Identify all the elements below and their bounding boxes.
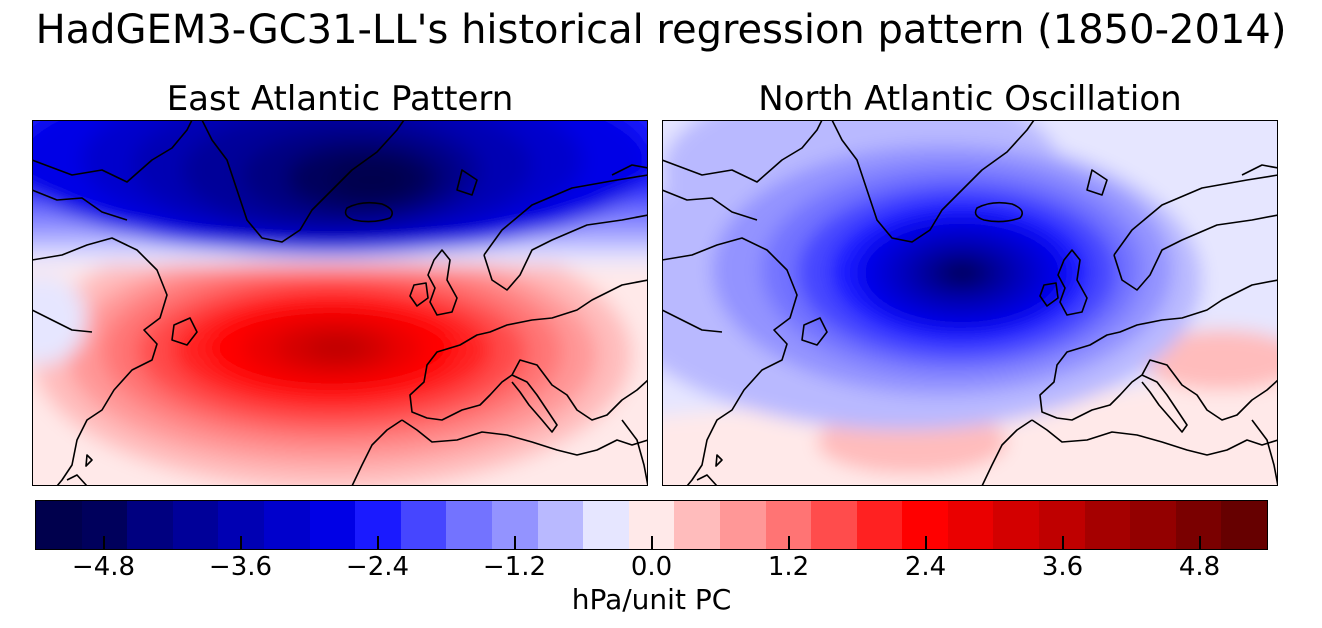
- colorbar-tick-label: −1.2: [482, 552, 547, 582]
- colorbar-swatch: [811, 501, 857, 549]
- colorbar-tick-label: 3.6: [1041, 552, 1084, 582]
- colorbar-tick: [513, 536, 516, 549]
- colorbar-swatch: [1221, 501, 1268, 549]
- colorbar-tick-label: −3.6: [208, 552, 273, 582]
- colorbar-swatch: [446, 501, 492, 549]
- colorbar-swatch: [309, 501, 356, 549]
- colorbar-tick: [650, 536, 653, 549]
- colorbar-tick-label: −2.4: [345, 552, 410, 582]
- colorbar-tick-label: 2.4: [904, 552, 947, 582]
- colorbar-swatch: [537, 501, 584, 549]
- colorbar-swatch: [993, 501, 1040, 549]
- north-atlantic-oscillation-map: [662, 120, 1278, 486]
- colorbar-swatch: [1084, 501, 1131, 549]
- colorbar-swatch: [400, 501, 447, 549]
- colorbar: [35, 500, 1268, 550]
- colorbar-swatch: [856, 501, 903, 549]
- colorbar-swatch: [263, 501, 310, 549]
- colorbar-swatch: [674, 501, 720, 549]
- colorbar-ticks: [35, 536, 1268, 552]
- panel-title-east-atlantic: East Atlantic Pattern: [166, 79, 514, 119]
- colorbar-swatch: [947, 501, 994, 549]
- panel-title-nao: North Atlantic Oscillation: [758, 79, 1182, 119]
- colorbar-tick-label: −4.8: [71, 552, 136, 582]
- colorbar-swatch: [583, 501, 629, 549]
- colorbar-tick: [376, 536, 379, 549]
- colorbar-tick: [1198, 536, 1201, 549]
- figure-title: HadGEM3-GC31-LL's historical regression …: [35, 7, 1287, 53]
- colorbar-tick-label: 0.0: [630, 552, 673, 582]
- colorbar-tick: [924, 536, 927, 549]
- colorbar-tick: [1061, 536, 1064, 549]
- colorbar-swatch: [719, 501, 766, 549]
- colorbar-tick-label: 4.8: [1178, 552, 1221, 582]
- colorbar-swatch: [172, 501, 219, 549]
- colorbar-label: hPa/unit PC: [571, 583, 732, 616]
- colorbar-swatch: [1130, 501, 1176, 549]
- colorbar-tick: [239, 536, 242, 549]
- east-atlantic-pattern-map: [32, 120, 648, 486]
- colorbar-tick: [787, 536, 790, 549]
- colorbar-swatch: [36, 501, 82, 549]
- colorbar-swatch: [127, 501, 173, 549]
- colorbar-tick: [102, 536, 105, 549]
- colorbar-tick-label: 1.2: [767, 552, 810, 582]
